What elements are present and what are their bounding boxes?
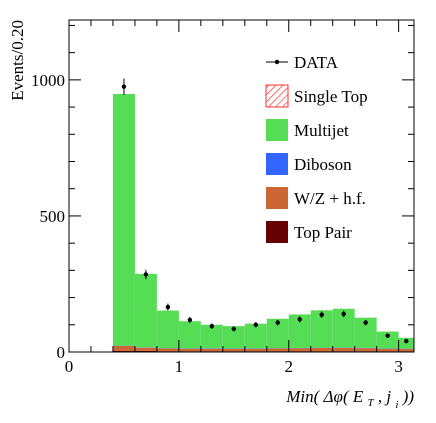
x-tick-label: 0 [65,357,74,376]
stacked-bars [113,94,414,352]
bar-w-z-h-f [113,346,135,351]
legend-swatch-multijet [266,119,288,141]
legend-swatch-w-z-h-f [266,187,288,209]
x-axis-label-comma: , [378,387,382,406]
bar-w-z-h-f [223,349,245,351]
bar-w-z-h-f [355,348,377,351]
legend-marker-dot [275,60,279,64]
data-point [385,333,389,337]
data-point [188,318,192,322]
bar-w-z-h-f [157,348,179,351]
legend-label: Top Pair [294,223,352,242]
bar-w-z-h-f [377,349,399,351]
legend: DATA Single Top Multijet Diboson W/Z + h.f. T… [266,53,368,243]
data-point [276,320,280,324]
bar-w-z-h-f [135,348,157,351]
legend-swatch-top-pair [266,221,288,243]
bar-w-z-h-f [311,348,333,351]
data-points [122,79,409,344]
legend-label: Multijet [294,121,349,140]
y-tick-label: 1000 [31,71,65,90]
legend-label: DATA [294,53,339,72]
legend-swatch-diboson [266,153,288,175]
bar-multijet [135,274,157,347]
y-tick-label: 500 [40,207,66,226]
x-tick-label: 2 [284,357,293,376]
bar-multijet [113,94,135,346]
bar-w-z-h-f [201,349,223,351]
data-point [254,323,258,327]
data-point [320,313,324,317]
legend-label: Diboson [294,155,352,174]
bar-w-z-h-f [399,349,414,351]
bar-w-z-h-f [267,348,289,351]
bar-w-z-h-f [179,349,201,351]
data-point [404,339,408,343]
bar-w-z-h-f [289,348,311,351]
x-axis-label: Min( Δφ( E T , j i )) [285,387,414,412]
bar-w-z-h-f [245,349,267,351]
legend-label: W/Z + h.f. [294,189,366,208]
data-point [144,272,148,276]
x-tick-label: 3 [394,357,403,376]
data-point [363,320,367,324]
x-tick-label: 1 [175,357,184,376]
data-point [210,324,214,328]
data-point [122,84,126,88]
data-point [341,312,345,316]
x-axis-label-prefix: Min( Δφ( [285,387,350,406]
bar-w-z-h-f [333,348,355,351]
y-axis-label: Events/0.20 [8,20,27,101]
x-axis-label-met-sub: T [368,397,375,409]
y-tick-label: 0 [57,343,66,362]
bar-multijet [179,321,201,348]
x-axis-label-jet-sub: i [395,399,398,411]
legend-swatch-single-top [266,85,288,107]
data-point [166,305,170,309]
x-axis-label-suffix: )) [402,387,415,406]
data-point [298,317,302,321]
bar-multijet [157,311,179,349]
x-axis-label-met: E [352,387,364,406]
x-axis-label-jet: j [384,387,391,406]
data-point [232,327,236,331]
legend-label: Single Top [294,87,368,106]
